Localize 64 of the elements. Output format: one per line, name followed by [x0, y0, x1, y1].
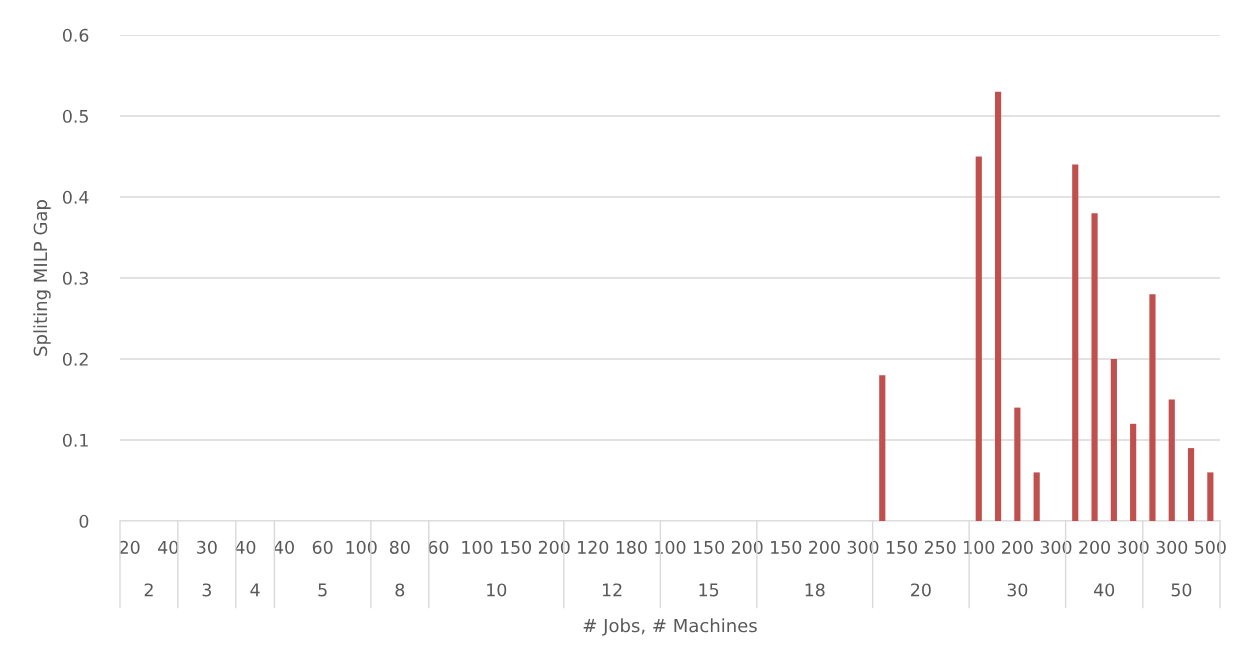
text: 10 — [487, 583, 507, 597]
x-tick-label: 100 — [346, 540, 377, 554]
y-tick-label: 0.1 — [62, 433, 88, 447]
bar — [879, 375, 886, 521]
x-tick-label: 180 — [616, 540, 647, 554]
x-tick-label: 250 — [924, 540, 956, 554]
x-tick-label: 150 — [886, 540, 917, 554]
text: 4 — [250, 583, 260, 597]
bar — [1168, 399, 1175, 521]
x-tick-label: 300 — [1040, 540, 1072, 554]
x-tick-label: 40 — [158, 540, 179, 554]
bar — [1207, 472, 1214, 521]
text: 50 — [1171, 583, 1192, 597]
bar — [1187, 448, 1195, 521]
x-tick-label: 30 — [197, 540, 217, 554]
y-tick-label: 0.6 — [62, 28, 89, 42]
y-axis-title: Spliting MILP Gap — [33, 200, 51, 356]
y-tick-label: 0.5 — [62, 109, 88, 123]
x-tick-label: 60 — [428, 540, 449, 554]
bar — [1110, 359, 1117, 521]
y-tick-label: 0.3 — [62, 271, 89, 285]
x-tick-label: 40 — [273, 540, 294, 554]
x-tick-label: 150 — [693, 540, 725, 554]
text: 40 — [1094, 583, 1115, 597]
text: 2 — [144, 583, 153, 597]
x-tick-label: 120 — [578, 540, 609, 554]
bar — [975, 156, 982, 521]
x-tick-label: 150 — [500, 540, 532, 554]
x-tick-label: 100 — [655, 540, 686, 554]
x-tick-label: 300 — [1117, 540, 1149, 554]
bar — [1014, 407, 1021, 521]
text: 15 — [699, 583, 719, 597]
text: 8 — [395, 583, 405, 597]
text: 18 — [805, 583, 825, 597]
text: 30 — [1007, 583, 1028, 597]
x-tick-label: 500 — [1195, 540, 1226, 554]
y-tick-label: 0.4 — [62, 190, 89, 204]
bar — [1033, 472, 1040, 521]
x-tick-label: 40 — [235, 540, 256, 554]
y-tick-label: 0 — [79, 514, 89, 528]
x-tick-label: 300 — [847, 540, 879, 554]
x-tick-label: 100 — [462, 540, 493, 554]
text: 20 — [911, 583, 931, 597]
x-tick-label: 200 — [1079, 540, 1110, 554]
x-tick-label: 60 — [312, 540, 333, 554]
x-tick-label: 200 — [731, 540, 763, 554]
bar — [1091, 213, 1098, 521]
text: 12 — [602, 583, 622, 597]
x-tick-label: 200 — [809, 540, 840, 554]
bar — [1149, 294, 1156, 521]
x-tick-label: 20 — [119, 540, 140, 554]
x-axis-title: # Jobs, # Machines — [583, 618, 757, 636]
bar — [994, 91, 1002, 521]
x-tick-label: 300 — [1156, 540, 1188, 554]
y-tick-label: 0.2 — [62, 352, 88, 366]
x-tick-label: 80 — [389, 540, 410, 554]
bar — [1130, 423, 1137, 521]
bar — [1072, 164, 1079, 521]
x-tick-label: 200 — [538, 540, 570, 554]
x-tick-label: 100 — [964, 540, 995, 554]
text: 3 — [202, 583, 211, 597]
x-tick-label: 200 — [1002, 540, 1033, 554]
x-tick-label: 150 — [771, 540, 802, 554]
text: 5 — [318, 583, 327, 597]
